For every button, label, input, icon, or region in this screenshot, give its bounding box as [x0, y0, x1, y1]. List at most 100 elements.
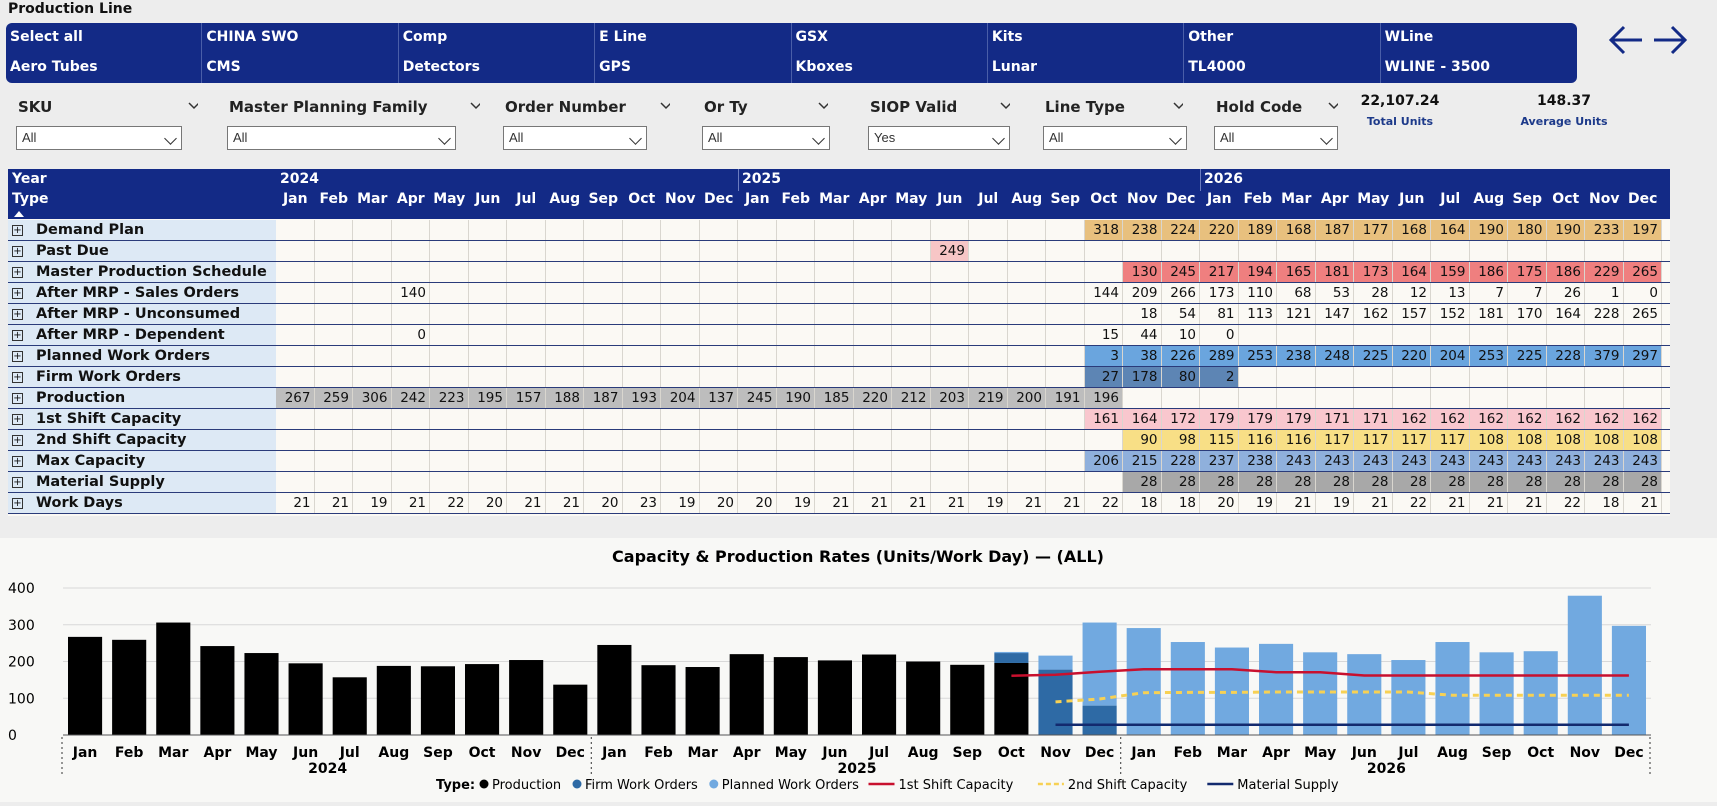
- filter-dropdown[interactable]: All: [503, 126, 647, 150]
- bar-production[interactable]: [156, 622, 191, 735]
- bar-production[interactable]: [685, 667, 720, 735]
- bar-planned-work-orders[interactable]: [1259, 643, 1294, 735]
- bar-production[interactable]: [729, 654, 764, 735]
- bar-production[interactable]: [597, 644, 632, 735]
- bar-planned-work-orders[interactable]: [1170, 642, 1205, 735]
- bar-planned-work-orders[interactable]: [1611, 625, 1646, 735]
- bar-planned-work-orders[interactable]: [1567, 595, 1602, 735]
- bar-production[interactable]: [68, 636, 103, 735]
- expand-icon[interactable]: +: [12, 414, 23, 425]
- row-label[interactable]: + Firm Work Orders: [8, 367, 276, 388]
- slicer-item[interactable]: WLine: [1384, 29, 1434, 45]
- bar-planned-work-orders[interactable]: [1435, 642, 1470, 735]
- bar-production[interactable]: [200, 646, 235, 735]
- bar-planned-work-orders[interactable]: [1303, 652, 1338, 735]
- expand-icon[interactable]: +: [12, 393, 23, 404]
- bar-production[interactable]: [112, 639, 147, 735]
- expand-icon[interactable]: +: [12, 498, 23, 509]
- row-label[interactable]: +After MRP - Unconsumed MPS: [8, 304, 276, 343]
- row-label[interactable]: + Material Supply: [8, 472, 276, 493]
- bar-production[interactable]: [465, 664, 500, 735]
- expand-icon[interactable]: +: [12, 246, 23, 257]
- chevron-down-icon[interactable]: [818, 102, 828, 112]
- slicer-item[interactable]: Kits: [988, 23, 1185, 53]
- bar-planned-work-orders[interactable]: [1082, 622, 1117, 706]
- slicer-item[interactable]: GSX: [792, 23, 988, 53]
- chevron-down-icon[interactable]: [470, 102, 480, 112]
- legend-item[interactable]: Planned Work Orders: [722, 778, 859, 793]
- bar-planned-work-orders[interactable]: [1038, 655, 1073, 670]
- line-2nd-shift-capacity[interactable]: [1055, 690, 1629, 704]
- expand-icon[interactable]: +: [12, 456, 23, 467]
- expand-icon[interactable]: +: [12, 288, 23, 299]
- bar-production[interactable]: [817, 660, 852, 735]
- row-label[interactable]: + Planned Work Orders: [8, 346, 276, 367]
- filter-dropdown[interactable]: All: [227, 126, 456, 150]
- bar-production[interactable]: [862, 654, 897, 735]
- bar-planned-work-orders[interactable]: [1126, 628, 1161, 735]
- expand-icon[interactable]: +: [12, 477, 23, 488]
- legend-item[interactable]: Production: [492, 778, 561, 793]
- bar-production[interactable]: [288, 663, 323, 735]
- expand-icon[interactable]: +: [12, 435, 23, 446]
- row-label[interactable]: +2nd Shift Capacity: [8, 430, 276, 451]
- row-label[interactable]: + Master Production Schedule: [8, 262, 276, 283]
- row-label[interactable]: +After MRP - Dependent Demand: [8, 325, 276, 364]
- bar-planned-work-orders[interactable]: [1391, 660, 1426, 735]
- bar-planned-work-orders[interactable]: [994, 651, 1029, 654]
- slicer-item[interactable]: Select all: [6, 23, 203, 53]
- slicer-item[interactable]: Detectors: [399, 53, 596, 83]
- slicer-item[interactable]: TL4000: [1184, 53, 1381, 83]
- slicer-item[interactable]: Aero Tubes: [6, 53, 203, 83]
- bar-production[interactable]: [553, 684, 588, 735]
- bar-production[interactable]: [420, 666, 455, 735]
- arrow-right-icon[interactable]: [1650, 18, 1690, 62]
- filter-dropdown[interactable]: Yes: [868, 126, 1010, 150]
- bar-firm-work-orders[interactable]: [994, 653, 1029, 663]
- expand-icon[interactable]: +: [12, 372, 23, 383]
- row-label[interactable]: +1st Shift Capacity: [8, 409, 276, 430]
- slicer-item[interactable]: GPS: [595, 53, 792, 83]
- type-header[interactable]: Type: [12, 191, 49, 207]
- expand-icon[interactable]: +: [12, 309, 23, 320]
- bar-production[interactable]: [332, 677, 367, 735]
- bar-planned-work-orders[interactable]: [1479, 652, 1514, 735]
- bar-production[interactable]: [641, 665, 676, 735]
- expand-icon[interactable]: +: [12, 267, 23, 278]
- row-label[interactable]: + Max Capacity: [8, 451, 276, 472]
- bar-production[interactable]: [906, 661, 941, 736]
- slicer-item[interactable]: Comp: [399, 23, 596, 53]
- slicer-item[interactable]: WLINE - 3500: [1384, 59, 1491, 75]
- expand-icon[interactable]: +: [12, 351, 23, 362]
- row-label[interactable]: + Past Due: [8, 241, 276, 262]
- bar-firm-work-orders[interactable]: [1082, 705, 1117, 735]
- row-label[interactable]: + Work Days: [8, 493, 276, 514]
- filter-dropdown[interactable]: All: [1214, 126, 1338, 150]
- bar-production[interactable]: [994, 662, 1029, 735]
- legend-item[interactable]: Material Supply: [1237, 778, 1339, 793]
- row-label[interactable]: + After MRP - Sales Orders: [8, 283, 276, 304]
- filter-dropdown[interactable]: All: [16, 126, 182, 150]
- slicer-item[interactable]: CHINA SWO: [202, 23, 399, 53]
- bar-production[interactable]: [509, 660, 544, 735]
- row-label[interactable]: + Demand Plan: [8, 220, 276, 241]
- chevron-down-icon[interactable]: [1328, 102, 1338, 112]
- arrow-left-icon[interactable]: [1606, 18, 1646, 62]
- slicer-item[interactable]: E Line: [595, 23, 792, 53]
- slicer-item[interactable]: CMS: [202, 53, 399, 83]
- legend-item[interactable]: 1st Shift Capacity: [899, 778, 1014, 793]
- chevron-down-icon[interactable]: [188, 102, 198, 112]
- sort-up-icon[interactable]: [14, 210, 24, 217]
- filter-dropdown[interactable]: All: [702, 126, 830, 150]
- filter-dropdown[interactable]: All: [1043, 126, 1187, 150]
- bar-planned-work-orders[interactable]: [1347, 654, 1382, 735]
- chevron-down-icon[interactable]: [1000, 102, 1010, 112]
- expand-icon[interactable]: +: [12, 330, 23, 341]
- bar-production[interactable]: [773, 657, 808, 735]
- slicer-item[interactable]: Other: [1184, 23, 1381, 53]
- legend-item[interactable]: Firm Work Orders: [585, 778, 698, 793]
- chevron-down-icon[interactable]: [1173, 102, 1183, 112]
- chevron-down-icon[interactable]: [660, 102, 670, 112]
- bar-production[interactable]: [244, 653, 279, 735]
- legend-item[interactable]: 2nd Shift Capacity: [1068, 778, 1188, 793]
